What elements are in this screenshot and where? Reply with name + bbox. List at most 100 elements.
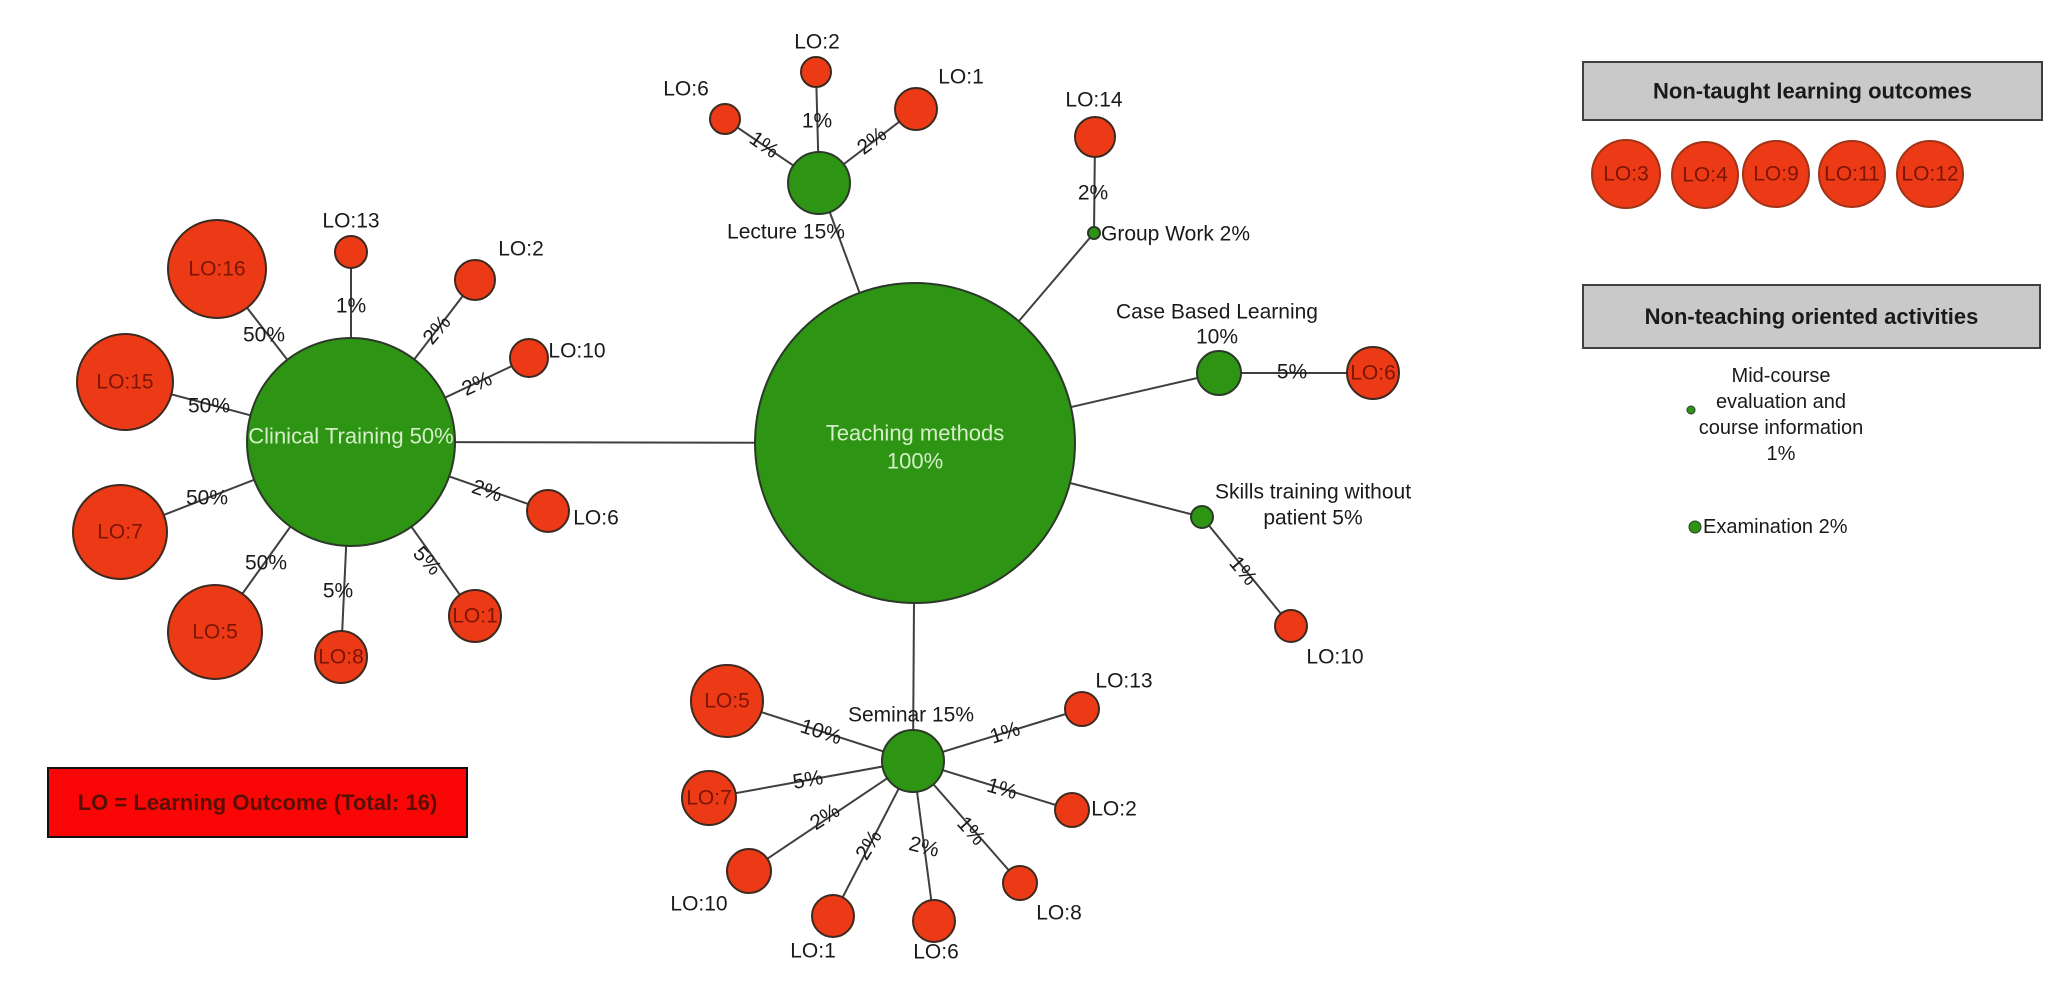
non-teaching-header-text: Non-teaching oriented activities [1645,304,1979,329]
node-lo10-clinical [509,338,549,378]
label-group-work: Group Work 2% [1101,223,1250,246]
edge-percent-label: 1% [952,812,989,850]
node-lo13-clinical [334,235,368,269]
mid-course-evaluation-text: Mid-course [1732,365,1831,387]
node-lecture [787,151,851,215]
edge-percent-label: 2% [418,311,455,349]
edge-percent-label: 50% [243,324,285,347]
label-lo10-clinical: LO:10 [548,340,605,363]
label-seminar: Seminar 15% [848,704,974,727]
edge-percent-label: 1% [802,110,832,133]
edge-percent-label: 5% [791,766,825,794]
label-lo14-group-work: LO:14 [1065,89,1123,112]
node-skills-training [1190,505,1214,529]
non-taught-circle-label: LO:9 [1753,163,1799,186]
edge-percent-label: 50% [186,487,228,510]
label-lo6-case-based: LO:6 [1350,362,1396,385]
node-lo7-clinical [72,484,168,580]
label-teaching-methods: Teaching methods [826,421,1005,446]
examination-text: Examination 2% [1703,516,1848,538]
label-clinical-training: Clinical Training 50% [248,424,453,449]
edge-percent-label: 5% [408,542,446,580]
label-lo13-clinical: LO:13 [322,210,379,233]
label-lo7-clinical: LO:7 [97,521,143,544]
node-lo2-clinical [454,259,496,301]
node-lo16-clinical [167,219,267,319]
node-lo2-lecture [800,56,832,88]
node-lo6-clinical [526,489,570,533]
label-lo2-clinical: LO:2 [498,238,544,261]
node-lo7-seminar [681,770,737,826]
node-lo13-seminar [1064,691,1100,727]
node-lo6-case-based [1346,346,1400,400]
label-lo7-seminar: LO:7 [686,787,732,810]
legend-box [47,767,468,838]
edge-seminar-lo7-seminar [708,760,914,799]
non-taught-circle-lo3 [1591,139,1661,209]
label-lo6-seminar: LO:6 [913,941,959,964]
non-taught-circle-label: LO:3 [1603,163,1649,186]
node-lo1-clinical [448,589,502,643]
label-lo15-clinical: LO:15 [96,371,153,394]
label-lo16-clinical: LO:16 [188,258,245,281]
label-lo13-seminar: LO:13 [1095,670,1152,693]
mid-course-evaluation-text: course information [1699,417,1864,439]
node-lo6-seminar [912,899,956,943]
label-skills-training: patient 5% [1263,507,1362,530]
label-case-based-learning: 10% [1196,326,1238,349]
label-lo8-seminar: LO:8 [1036,902,1082,925]
edge-percent-label: 5% [323,580,353,603]
legend-text: LO = Learning Outcome (Total: 16) [78,790,438,815]
edge-percent-label: 2% [906,832,941,862]
non-taught-circle-label: LO:12 [1901,163,1958,186]
label-lo6-lecture: LO:6 [663,78,709,101]
node-case-based-learning [1196,350,1242,396]
node-lo5-seminar [690,664,764,738]
edge-seminar-lo10-seminar [748,760,914,872]
edge-percent-label: 50% [188,395,230,418]
edge-percent-label: 1% [984,774,1020,804]
mid-course-evaluation-text: evaluation and [1716,391,1846,413]
edge-percent-label: 1% [987,717,1023,748]
edge-percent-label: 2% [1078,182,1108,205]
node-teaching-methods [754,282,1076,604]
label-lo1-clinical: LO:1 [452,605,498,628]
label-lo1-seminar: LO:1 [790,940,836,963]
label-teaching-methods: 100% [887,449,943,474]
edge-percent-label: 50% [245,552,287,575]
label-lecture: Lecture 15% [727,221,845,244]
non-taught-header-text: Non-taught learning outcomes [1653,79,1972,104]
node-lo8-seminar [1002,865,1038,901]
edge-percent-label: 2% [458,367,495,401]
label-lo6-clinical: LO:6 [573,507,619,530]
non-teaching-header-box [1582,284,2041,349]
mid-course-evaluation-dot [1686,405,1696,415]
node-lo5-clinical [167,584,263,680]
node-lo6-lecture [709,103,741,135]
edge-percent-label: 10% [797,715,844,750]
edge-percent-label: 2% [851,826,887,864]
non-taught-circle-lo12 [1896,140,1964,208]
non-taught-circle-lo11 [1818,140,1886,208]
examination-dot [1688,520,1702,534]
edge-skills-training-lo10-skills [1201,516,1292,627]
node-clinical-training [246,337,456,547]
edge-percent-label: 2% [469,475,505,507]
node-seminar [881,729,945,793]
mid-course-evaluation-text: 1% [1767,443,1796,465]
node-lo10-skills [1274,609,1308,643]
node-lo1-seminar [811,894,855,938]
edge-percent-label: 5% [1277,361,1307,384]
node-lo8-clinical [314,630,368,684]
label-lo2-lecture: LO:2 [794,31,840,54]
non-taught-circle-lo4 [1671,141,1739,209]
label-lo10-seminar: LO:10 [670,893,727,916]
non-taught-circle-label: LO:4 [1682,164,1728,187]
node-lo10-seminar [726,848,772,894]
edge-percent-label: 1% [745,127,783,163]
label-lo1-lecture: LO:1 [938,66,984,89]
label-case-based-learning: Case Based Learning [1116,301,1318,324]
non-taught-circle-lo9 [1742,140,1810,208]
label-lo2-seminar: LO:2 [1091,798,1137,821]
